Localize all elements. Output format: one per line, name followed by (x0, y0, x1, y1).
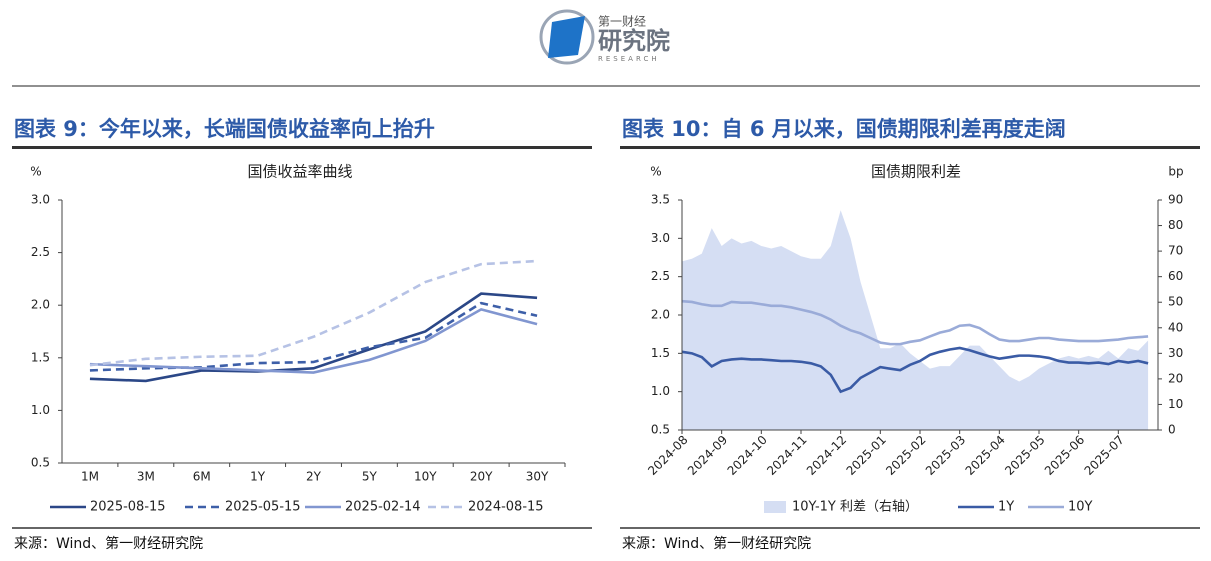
legend-label: 2025-02-14 (345, 500, 421, 515)
chart-title: 国债收益率曲线 (247, 163, 352, 181)
x-tick-label: 6M (193, 470, 211, 484)
logo-sub: RESEARCH (598, 55, 660, 63)
x-tick-label: 2025-05 (1002, 433, 1047, 478)
y-tick-label: 3.0 (651, 231, 670, 245)
x-tick-label: 3M (137, 470, 155, 484)
x-tick-label: 10Y (414, 470, 437, 484)
legend-label: 2024-08-15 (468, 500, 544, 515)
y2-tick-label: 10 (1168, 397, 1183, 411)
y-axis-label: % (30, 165, 41, 179)
x-tick-label: 2024-09 (685, 433, 730, 478)
spread-area (682, 210, 1149, 430)
y-tick-label: 2.5 (651, 269, 670, 283)
x-tick-label: 1M (81, 470, 99, 484)
legend-label: 1Y (998, 500, 1014, 515)
x-tick-label: 2024-10 (725, 433, 770, 478)
x-tick-label: 2024-12 (804, 433, 849, 478)
y-tick-label: 1.0 (651, 384, 670, 398)
y-tick-label: 1.0 (31, 403, 50, 417)
legend-label: 2025-05-15 (225, 500, 301, 515)
figure-caption: 图表 10：自 6 月以来，国债期限利差再度走阔 (622, 117, 1066, 141)
x-tick-label: 2025-06 (1042, 433, 1087, 478)
x-tick-label: 2025-02 (883, 433, 928, 478)
y2-tick-label: 0 (1168, 423, 1176, 437)
x-tick-label: 30Y (526, 470, 549, 484)
legend-label: 10Y (1068, 500, 1093, 515)
x-tick-label: 2024-11 (764, 433, 809, 478)
series-line (681, 299, 1149, 346)
y-tick-label: 1.5 (651, 346, 670, 360)
y2-tick-label: 60 (1168, 269, 1183, 283)
x-tick-label: 2024-08 (645, 433, 690, 478)
series-line (89, 308, 538, 374)
series-line (89, 292, 538, 383)
y-tick-label: 3.5 (651, 193, 670, 207)
legend-label: 10Y-1Y 利差（右轴） (792, 500, 918, 515)
logo-mark (548, 16, 585, 58)
y2-tick-label: 90 (1168, 193, 1183, 207)
logo-ring (539, 9, 595, 65)
x-tick-label: 2025-03 (923, 433, 968, 478)
source: 来源：Wind、第一财经研究院 (622, 535, 811, 552)
x-tick-label: 2025-07 (1082, 433, 1127, 478)
series-line (681, 346, 1149, 394)
y2-tick-label: 80 (1168, 218, 1183, 232)
y2-tick-label: 30 (1168, 346, 1183, 360)
y-tick-label: 2.0 (31, 298, 50, 312)
x-tick-label: 1Y (250, 470, 266, 484)
logo-brand: 第一财经 (598, 15, 646, 29)
y-tick-label: 0.5 (31, 456, 50, 470)
x-tick-label: 2025-01 (844, 433, 889, 478)
y2-tick-label: 20 (1168, 371, 1183, 385)
y-tick-label: 2.5 (31, 245, 50, 259)
y2-tick-label: 40 (1168, 320, 1183, 334)
caption-rule (620, 146, 1200, 149)
chart-title: 国债期限利差 (871, 163, 961, 181)
legend-swatch (764, 501, 786, 513)
y-tick-label: 1.5 (31, 350, 50, 364)
figure-caption: 图表 9：今年以来，长端国债收益率向上抬升 (14, 117, 435, 141)
y-axis-label: % (650, 165, 661, 179)
y2-tick-label: 70 (1168, 244, 1183, 258)
y2-tick-label: 50 (1168, 295, 1183, 309)
x-tick-label: 5Y (362, 470, 378, 484)
y-tick-label: 3.0 (31, 193, 50, 207)
logo-name: 研究院 (598, 27, 670, 55)
y-tick-label: 2.0 (651, 308, 670, 322)
source: 来源：Wind、第一财经研究院 (14, 535, 203, 552)
y2-axis-label: bp (1168, 165, 1183, 179)
y-tick-label: 0.5 (651, 423, 670, 437)
series-line (89, 301, 538, 372)
x-tick-label: 2025-04 (963, 433, 1008, 478)
legend-label: 2025-08-15 (90, 500, 166, 515)
series-line (89, 259, 538, 367)
x-tick-label: 2Y (306, 470, 322, 484)
caption-rule (12, 146, 592, 149)
x-tick-label: 20Y (470, 470, 493, 484)
logo: 第一财经 研究院 RESEARCH (539, 9, 670, 65)
